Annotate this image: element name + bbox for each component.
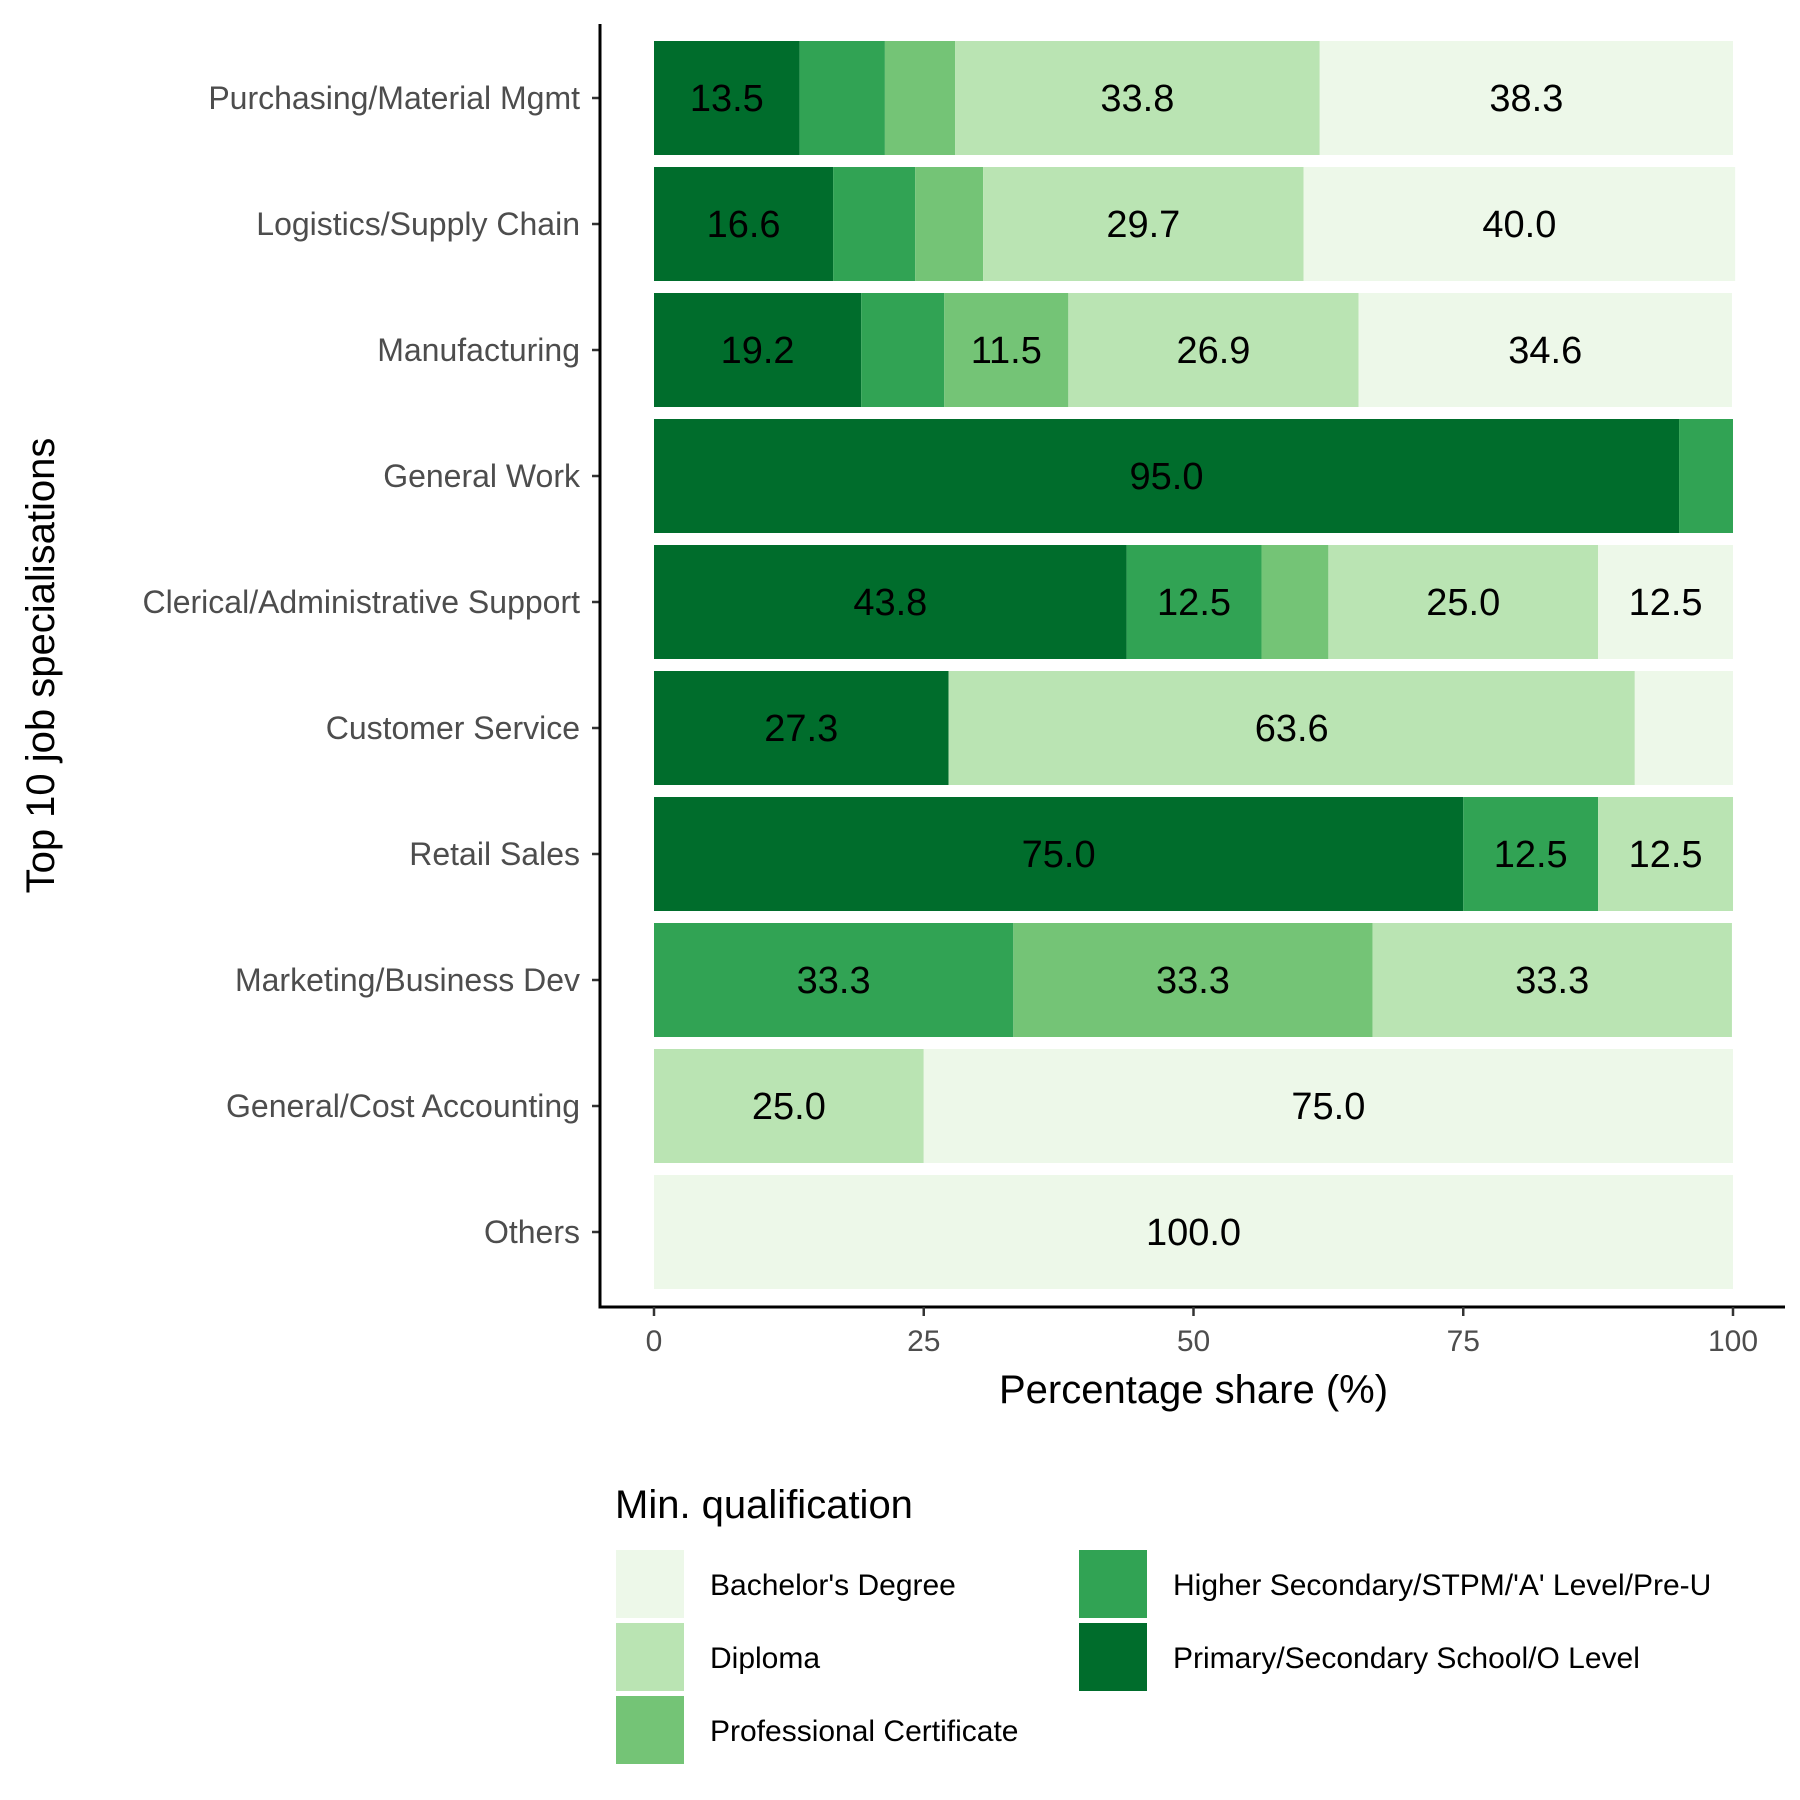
bar-data-label: 40.0	[1482, 204, 1556, 246]
legend-key-diploma	[616, 1623, 684, 1691]
legend-title: Min. qualification	[615, 1483, 913, 1527]
bar-data-label: 12.5	[1494, 834, 1568, 876]
bar-segment	[955, 41, 1320, 155]
bar-segment	[948, 671, 1635, 785]
bar-segment	[884, 41, 956, 155]
bar-segment	[1126, 545, 1262, 659]
x-tick-label: 100	[1708, 1325, 1758, 1358]
x-tick-label: 0	[646, 1325, 663, 1358]
bar-segment	[654, 545, 1127, 659]
bar-segment	[654, 41, 800, 155]
bar-segment	[1679, 419, 1733, 533]
bar-segment	[833, 167, 916, 281]
bar-segment	[654, 797, 1464, 911]
bar-data-label: 33.3	[797, 960, 871, 1002]
bar-data-label: 12.5	[1629, 834, 1703, 876]
bar-segment	[1303, 167, 1736, 281]
bar-segment	[1634, 671, 1733, 785]
legend-label: Higher Secondary/STPM/'A' Level/Pre-U	[1173, 1569, 1711, 1602]
bar-segment	[983, 167, 1304, 281]
x-axis-title: Percentage share (%)	[999, 1368, 1388, 1412]
bar-segment	[944, 293, 1069, 407]
y-tick-label: General Work	[383, 458, 581, 494]
bar-segment	[1598, 545, 1734, 659]
bar-data-label: 11.5	[971, 330, 1042, 372]
bar-segment	[1328, 545, 1599, 659]
y-tick-label: General/Cost Accounting	[226, 1088, 580, 1124]
bar-segment	[654, 1049, 924, 1163]
legend-key-bachelor-s-degree	[616, 1550, 684, 1618]
bar-data-label: 33.8	[1100, 78, 1174, 120]
bar-segment	[654, 1175, 1733, 1289]
bar-data-label: 75.0	[1291, 1086, 1365, 1128]
bar-segment	[1261, 545, 1329, 659]
x-tick-label: 25	[907, 1325, 940, 1358]
legend-key-professional-certificate	[616, 1696, 684, 1764]
y-tick-label: Others	[484, 1214, 580, 1250]
legend: Min. qualification Bachelor's Degree Dipl…	[615, 1483, 1711, 1764]
bar-data-label: 29.7	[1106, 204, 1180, 246]
bar-segment	[654, 167, 834, 281]
bar-data-label: 19.2	[721, 330, 795, 372]
bar-segment	[915, 167, 984, 281]
y-tick-label: Purchasing/Material Mgmt	[208, 80, 580, 116]
bar-segment	[923, 1049, 1733, 1163]
bar-data-label: 63.6	[1255, 708, 1329, 750]
bar-segment	[1319, 41, 1733, 155]
x-axis: 0 25 50 75 100	[598, 1305, 1785, 1358]
bar-data-label: 43.8	[853, 582, 927, 624]
bar-segment	[799, 41, 885, 155]
legend-label: Bachelor's Degree	[710, 1569, 956, 1602]
bar-data-label: 95.0	[1130, 456, 1204, 498]
bar-segment	[1463, 797, 1599, 911]
bar-segment	[1372, 923, 1732, 1037]
bar-labels-layer: 13.5 33.8 38.3 16.6 29.7 40.0 19.2 11.5 26.9 34.6…	[690, 78, 1703, 1254]
bar-data-label: 12.5	[1629, 582, 1703, 624]
bar-data-label: 75.0	[1022, 834, 1096, 876]
bar-data-label: 33.3	[1515, 960, 1589, 1002]
bar-data-label: 16.6	[707, 204, 781, 246]
bar-segment	[654, 293, 862, 407]
bar-segment	[654, 419, 1680, 533]
bar-data-label: 34.6	[1508, 330, 1582, 372]
legend-key-primary-secondary-school-o-level	[1079, 1623, 1147, 1691]
bar-data-label: 38.3	[1489, 78, 1563, 120]
bar-segment	[1068, 293, 1359, 407]
bar-data-label: 27.3	[764, 708, 838, 750]
bar-data-label: 25.0	[752, 1086, 826, 1128]
bar-data-label: 100.0	[1146, 1212, 1241, 1254]
y-tick-label: Clerical/Administrative Support	[143, 584, 581, 620]
bar-segment	[861, 293, 945, 407]
bars-layer	[654, 41, 1736, 1289]
bar-data-label: 13.5	[690, 78, 764, 120]
bar-data-label: 12.5	[1157, 582, 1231, 624]
y-axis: Purchasing/Material Mgmt Logistics/Supply…	[143, 24, 602, 1307]
legend-label: Professional Certificate	[710, 1715, 1018, 1748]
bar-segment	[654, 923, 1014, 1037]
y-tick-label: Customer Service	[326, 710, 580, 746]
legend-label: Diploma	[710, 1642, 820, 1675]
bar-segment	[1358, 293, 1732, 407]
x-tick-label: 75	[1447, 1325, 1480, 1358]
x-tick-label: 50	[1177, 1325, 1210, 1358]
legend-label: Primary/Secondary School/O Level	[1173, 1642, 1640, 1675]
bar-segment	[1598, 797, 1734, 911]
y-tick-label: Retail Sales	[409, 836, 580, 872]
y-tick-label: Manufacturing	[377, 332, 580, 368]
y-tick-label: Marketing/Business Dev	[235, 962, 580, 998]
legend-key-higher-secondary-stpm-a-level-pre-u	[1079, 1550, 1147, 1618]
bar-segment	[654, 671, 949, 785]
bar-data-label: 33.3	[1156, 960, 1230, 1002]
y-tick-label: Logistics/Supply Chain	[256, 206, 580, 242]
bar-data-label: 25.0	[1426, 582, 1500, 624]
bar-segment	[1013, 923, 1373, 1037]
bar-data-label: 26.9	[1176, 330, 1250, 372]
y-axis-title: Top 10 job specialisations	[19, 438, 63, 894]
